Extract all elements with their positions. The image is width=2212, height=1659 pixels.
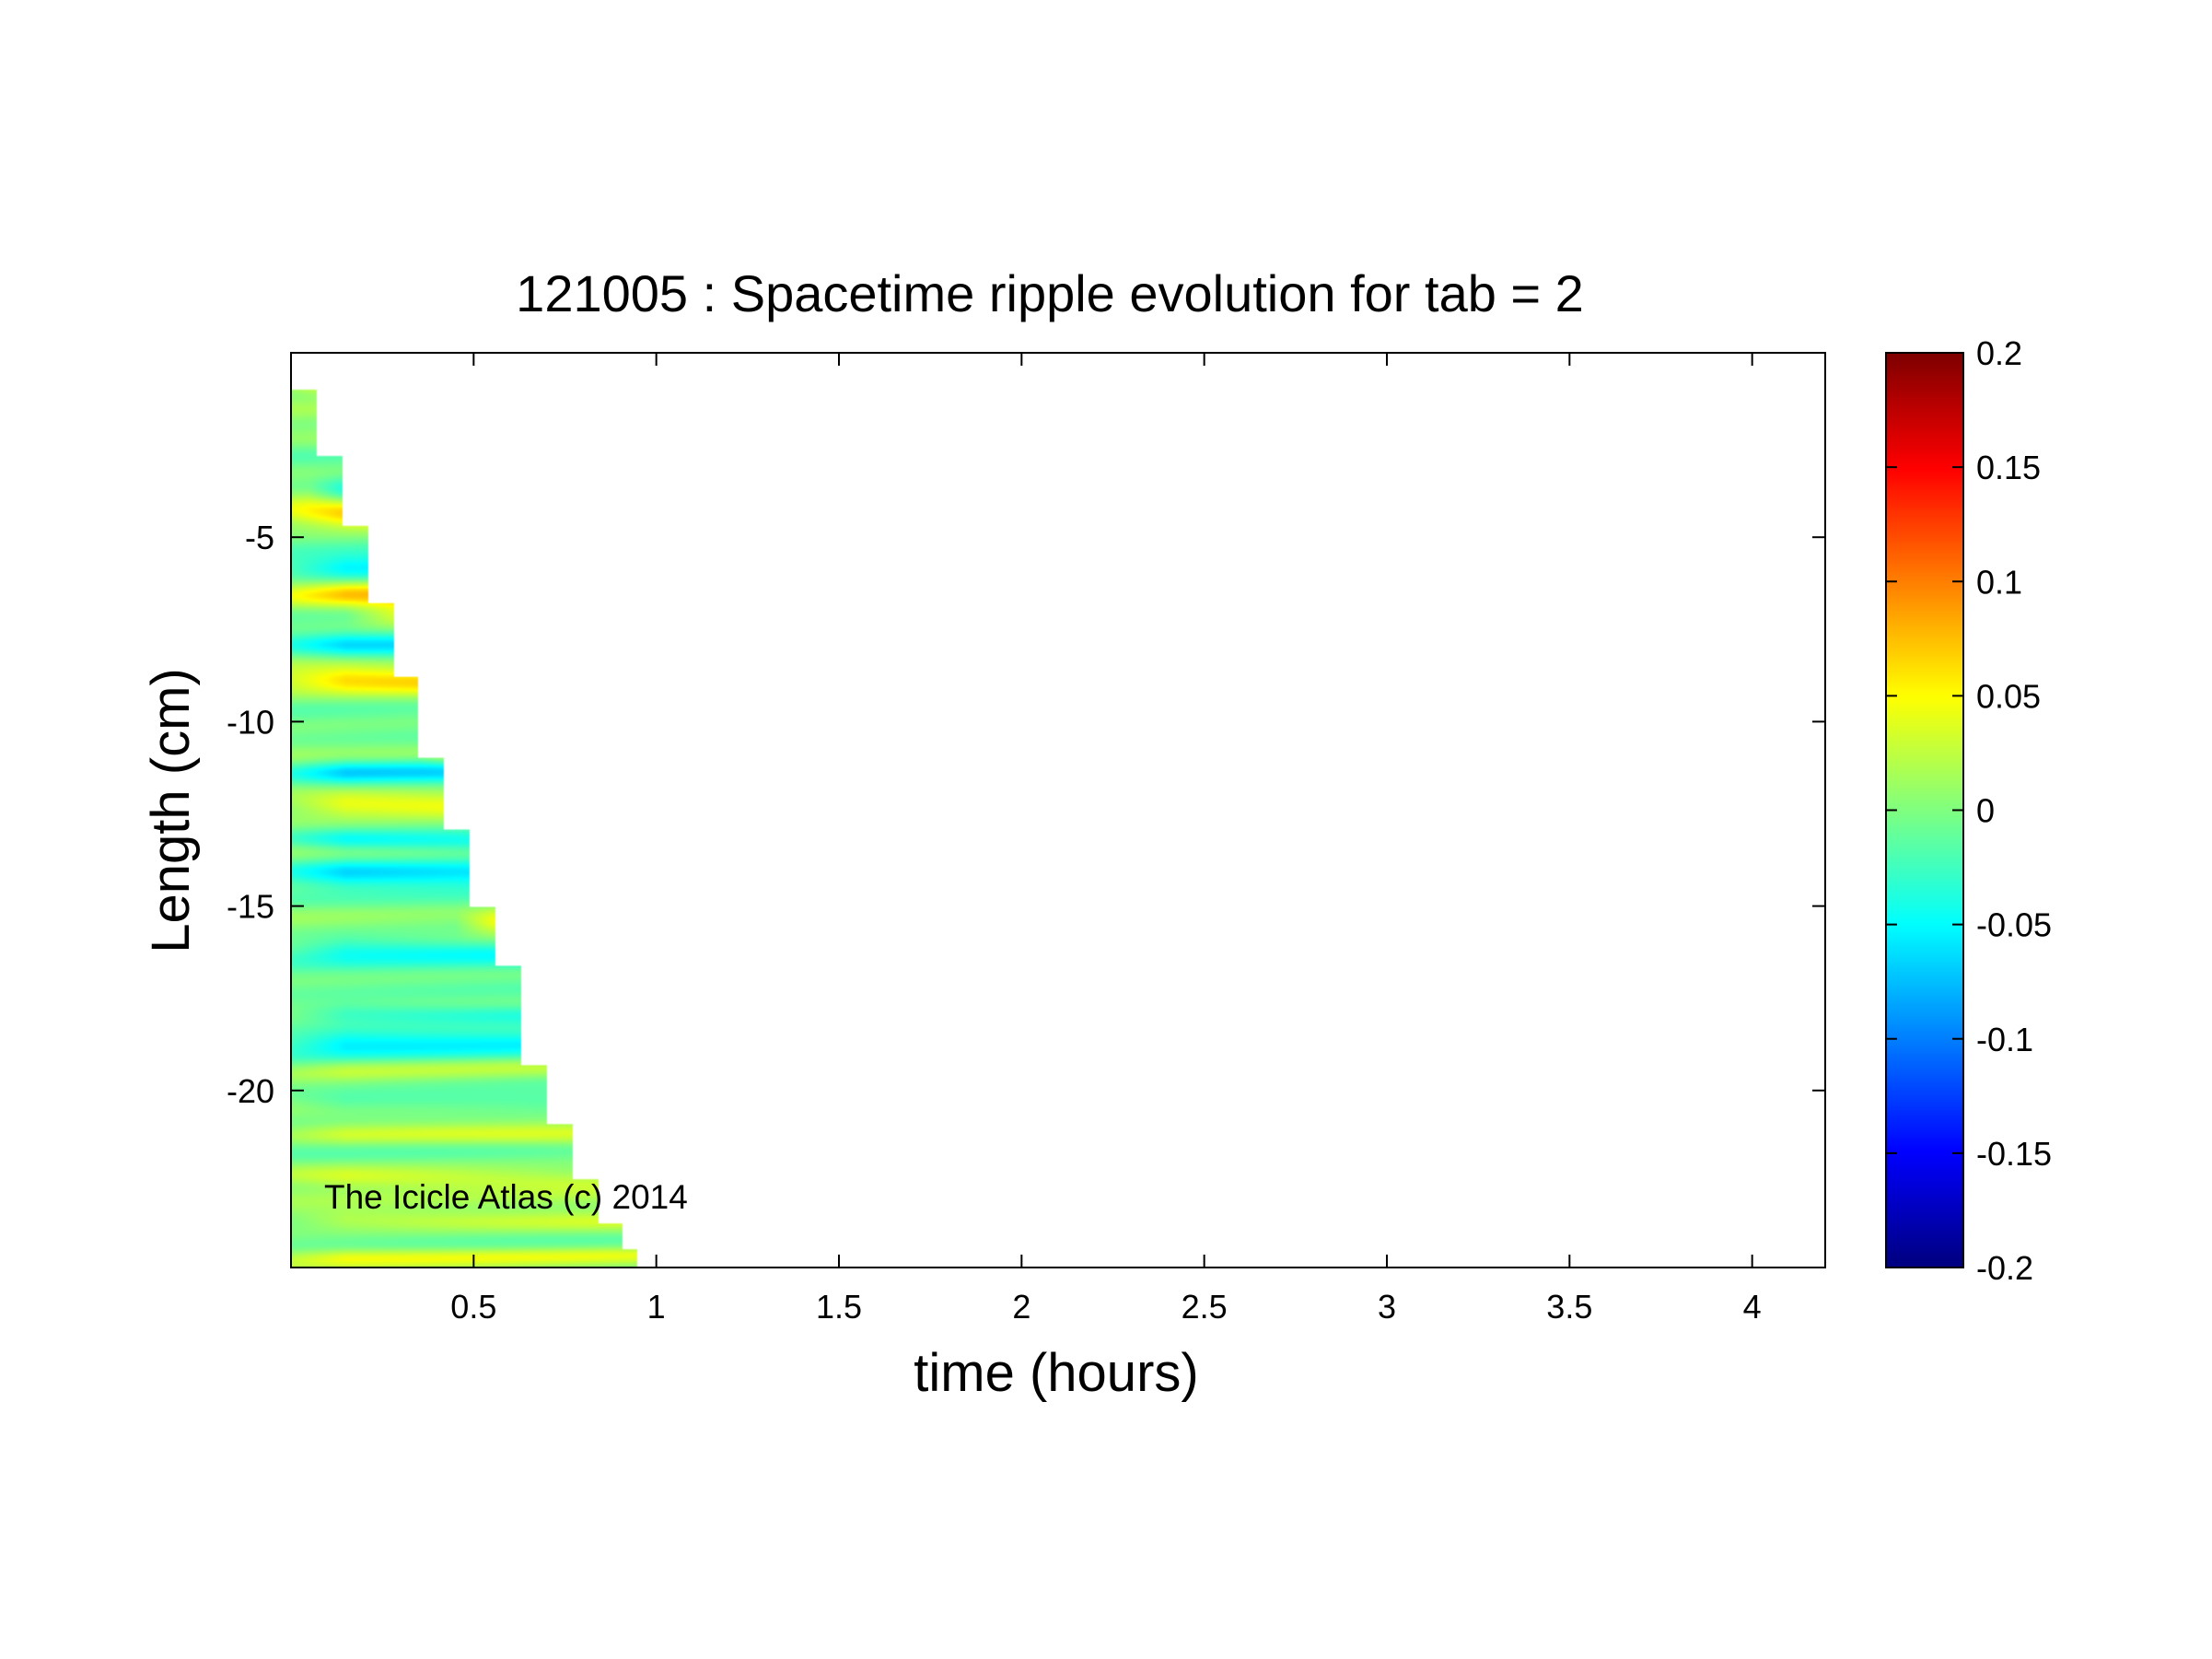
colorbar-tick-label: 0.2	[1976, 334, 2022, 372]
x-tick-label: 3	[1378, 1288, 1396, 1326]
colorbar-ticks: 0.2 0.15 0.1 0.05 0 -0.05 -0.1 -0.15 -0.2	[1886, 334, 2052, 1287]
colorbar-gradient	[1886, 353, 1963, 1268]
x-tick-label: 3.5	[1546, 1288, 1592, 1326]
plot-frame	[290, 352, 1826, 1268]
colorbar-tick-label: -0.1	[1976, 1021, 2033, 1058]
colorbar-tick-label: -0.15	[1976, 1135, 2052, 1173]
copyright-annotation: The Icicle Atlas (c) 2014	[324, 1178, 688, 1216]
x-tick-label: 4	[1743, 1288, 1762, 1326]
x-tick-label: 0.5	[450, 1288, 496, 1326]
y-tick-label: -20	[227, 1072, 274, 1110]
colorbar-tick-label: 0.1	[1976, 563, 2022, 601]
heatmap-image	[291, 353, 1825, 1268]
x-axis-label: time (hours)	[914, 1343, 1198, 1403]
x-tick-label: 2	[1012, 1288, 1030, 1326]
x-axis-ticks: 0.5 1 1.5 2 2.5 3 3.5 4	[450, 353, 1762, 1326]
plot-area	[290, 352, 1826, 1268]
y-tick-label: -15	[227, 888, 274, 926]
y-tick-label: -5	[245, 519, 274, 556]
colorbar-tick-label: 0.15	[1976, 449, 2041, 486]
y-axis-label: Length (cm)	[141, 668, 201, 952]
chart-title: 121005 : Spacetime ripple evolution for …	[516, 264, 1584, 322]
colorbar: 0.2 0.15 0.1 0.05 0 -0.05 -0.1 -0.15 -0.2	[1885, 334, 2052, 1287]
colorbar-tick-label: -0.05	[1976, 906, 2052, 944]
x-tick-label: 2.5	[1182, 1288, 1228, 1326]
y-tick-label: -10	[227, 703, 274, 741]
x-tick-label: 1	[647, 1288, 666, 1326]
colorbar-tick-label: 0.05	[1976, 677, 2041, 715]
x-tick-label: 1.5	[816, 1288, 862, 1326]
colorbar-tick-label: -0.2	[1976, 1249, 2033, 1287]
colorbar-tick-label: 0	[1976, 792, 1995, 830]
y-axis-ticks: -5 -10 -15 -20	[227, 519, 1825, 1110]
